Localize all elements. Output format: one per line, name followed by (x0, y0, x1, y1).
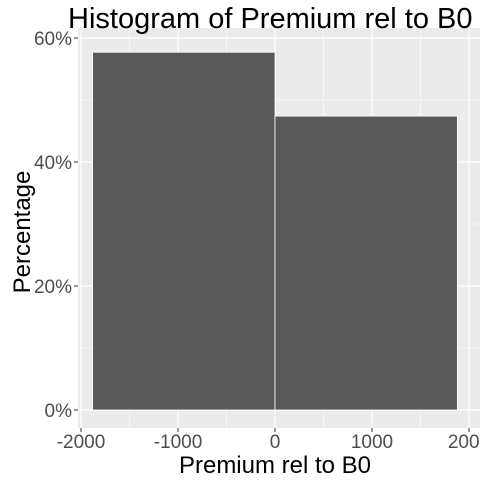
x-axis-ticks: -2000 -1000 0 1000 2000 (57, 428, 480, 453)
y-tick-label: 0% (45, 401, 73, 422)
y-tick-label: 40% (34, 153, 72, 174)
x-tick-label: 1000 (351, 432, 393, 453)
y-tick-label: 60% (34, 29, 72, 50)
x-tick-label: -2000 (57, 432, 106, 453)
chart-title: Histogram of Premium rel to B0 (68, 3, 473, 35)
x-axis-title: Premium rel to B0 (179, 452, 371, 479)
y-tick-label: 20% (34, 277, 72, 298)
x-tick-label: -1000 (154, 432, 203, 453)
histogram-bar (274, 115, 458, 411)
histogram-bar (92, 51, 276, 411)
y-axis-ticks: 0% 20% 40% 60% (34, 29, 78, 422)
y-axis-title: Percentage (9, 171, 36, 294)
histogram-bars (92, 51, 458, 411)
x-tick-label: 0 (270, 432, 281, 453)
x-tick-label: 2000 (448, 432, 480, 453)
